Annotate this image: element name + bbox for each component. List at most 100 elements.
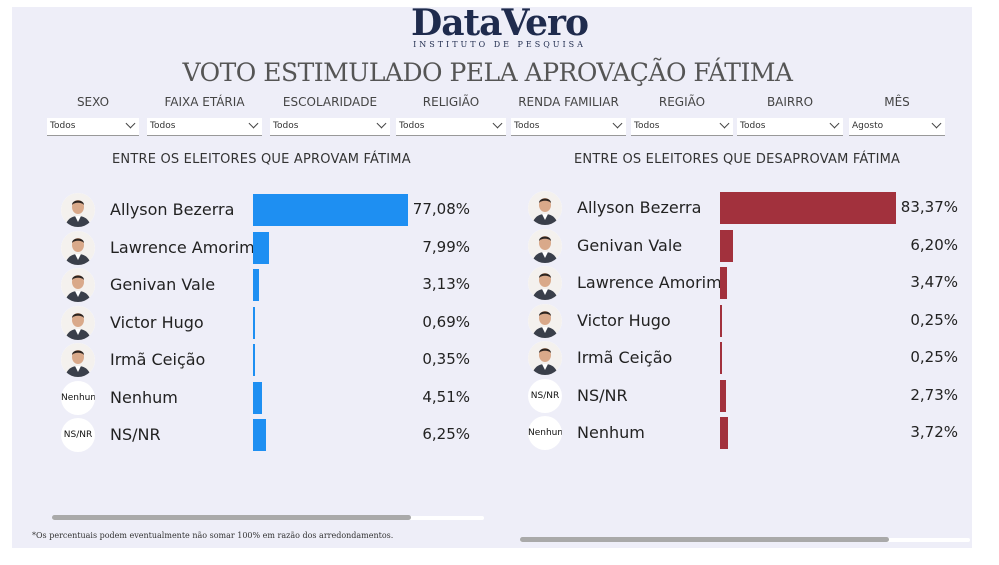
filter-label-bairro: BAIRRO	[766, 95, 814, 109]
candidate-avatar	[61, 230, 95, 265]
candidate-avatar	[61, 193, 95, 227]
candidate-percent: 3,13%	[422, 275, 470, 293]
candidate-percent: 0,25%	[910, 310, 958, 329]
candidate-name: Lawrence Amorim	[577, 273, 722, 292]
approve-scrollbar-thumb[interactable]	[52, 515, 411, 520]
candidate-percent: 83,37%	[900, 198, 958, 216]
candidate-avatar	[528, 341, 562, 375]
candidate-percent: 2,73%	[910, 385, 958, 404]
candidate-name: Victor Hugo	[110, 312, 204, 332]
filter-dropdown-mes[interactable]: Agosto	[849, 118, 945, 136]
filter-value: Todos	[740, 121, 766, 131]
candidate-bar[interactable]	[720, 342, 722, 374]
chevron-down-icon	[376, 118, 387, 129]
candidate-avatar	[61, 343, 95, 377]
chevron-down-icon	[612, 118, 623, 129]
disapprove-scrollbar-thumb[interactable]	[520, 537, 889, 542]
filter-dropdown-faixa-etaria[interactable]: Todos	[147, 118, 262, 136]
candidate-avatar	[528, 191, 562, 225]
logo-wordmark: DataVero	[410, 2, 589, 44]
candidate-name: Irmã Ceição	[110, 350, 206, 369]
filter-dropdown-regiao[interactable]: Todos	[631, 118, 733, 136]
filter-value: Agosto	[852, 121, 884, 131]
candidate-percent: 77,08%	[412, 200, 470, 218]
candidate-percent: 0,25%	[910, 348, 958, 366]
candidate-name: Victor Hugo	[577, 310, 671, 330]
candidate-percent: 3,72%	[910, 423, 958, 441]
chevron-down-icon	[829, 118, 840, 129]
candidate-bar[interactable]	[253, 269, 260, 301]
candidate-bar[interactable]	[720, 192, 896, 224]
candidate-bar[interactable]	[253, 306, 255, 339]
candidate-avatar	[61, 268, 95, 302]
filter-dropdown-religiao[interactable]: Todos	[396, 118, 506, 136]
report-background	[12, 7, 972, 548]
chevron-down-icon	[125, 118, 136, 129]
filter-label-faixa-etaria: FAIXA ETÁRIA	[164, 95, 245, 109]
candidate-percent: 0,69%	[422, 312, 470, 331]
datavero-logo: DataVero INSTITUTO DE PESQUISA	[0, 4, 999, 50]
filter-value: Todos	[273, 121, 299, 131]
disapprove-section-title: ENTRE OS ELEITORES QUE DESAPROVAM FÁTIMA	[574, 152, 901, 167]
candidate-name: Nenhum	[577, 423, 645, 442]
candidate-avatar	[528, 228, 562, 263]
candidate-avatar	[61, 305, 95, 340]
candidate-name: Allyson Bezerra	[110, 200, 235, 219]
candidate-bar[interactable]	[720, 304, 722, 337]
filter-dropdown-bairro[interactable]: Todos	[737, 118, 843, 136]
candidate-avatar	[528, 266, 562, 300]
filter-label-regiao: REGIÃO	[658, 95, 706, 109]
candidate-bar[interactable]	[253, 231, 270, 264]
avatar-placeholder: Nenhum	[528, 416, 562, 450]
filter-value: Todos	[150, 121, 176, 131]
candidate-name: Lawrence Amorim	[110, 237, 255, 257]
report-title: VOTO ESTIMULADO PELA APROVAÇÃO FÁTIMA	[182, 58, 794, 87]
candidate-percent: 0,35%	[422, 350, 470, 368]
avatar-label: NS/NR	[530, 390, 560, 401]
candidate-percent: 6,20%	[910, 235, 958, 254]
candidate-name: Genivan Vale	[577, 235, 683, 255]
avatar-label: Nenhum	[61, 392, 95, 403]
candidate-percent: 4,51%	[422, 387, 470, 406]
candidate-bar[interactable]	[253, 194, 408, 226]
candidate-percent: 7,99%	[422, 237, 470, 256]
candidate-name: NS/NR	[110, 425, 161, 444]
candidate-name: Irmã Ceição	[577, 348, 673, 367]
avatar-placeholder: NS/NR	[528, 378, 562, 413]
candidate-percent: 6,25%	[422, 425, 470, 443]
avatar-label: NS/NR	[63, 430, 93, 440]
candidate-name: NS/NR	[577, 385, 628, 405]
avatar-placeholder: NS/NR	[61, 418, 95, 452]
filter-label-escolaridade: ESCOLARIDADE	[282, 95, 378, 109]
filter-value: Todos	[634, 121, 660, 131]
filter-dropdown-escolaridade[interactable]: Todos	[270, 118, 390, 136]
candidate-bar[interactable]	[720, 229, 734, 262]
candidate-name: Allyson Bezerra	[577, 198, 702, 217]
filter-dropdown-renda-familiar[interactable]: Todos	[511, 118, 626, 136]
candidate-bar[interactable]	[720, 417, 728, 449]
chevron-down-icon	[492, 118, 503, 129]
chevron-down-icon	[931, 118, 942, 129]
candidate-percent: 3,47%	[910, 273, 958, 291]
chevron-down-icon	[248, 118, 259, 129]
candidate-name: Genivan Vale	[110, 275, 216, 294]
candidate-bar[interactable]	[253, 419, 266, 451]
candidate-bar[interactable]	[253, 344, 255, 376]
filter-label-renda-familiar: RENDA FAMILIAR	[518, 95, 619, 109]
approve-section-title: ENTRE OS ELEITORES QUE APROVAM FÁTIMA	[112, 152, 411, 167]
chevron-down-icon	[719, 118, 730, 129]
filter-label-sexo: SEXO	[76, 95, 110, 109]
candidate-bar[interactable]	[253, 381, 263, 414]
filter-label-mes: MÊS	[884, 95, 910, 109]
candidate-name: Nenhum	[110, 387, 178, 407]
filter-label-religiao: RELIGIÃO	[422, 95, 480, 109]
avatar-placeholder: Nenhum	[61, 380, 95, 415]
avatar-label: Nenhum	[528, 428, 562, 438]
filter-value: Todos	[50, 121, 76, 131]
candidate-bar[interactable]	[720, 267, 728, 299]
filter-value: Todos	[514, 121, 540, 131]
filter-dropdown-sexo[interactable]: Todos	[47, 118, 139, 136]
candidate-avatar	[528, 303, 562, 338]
candidate-bar[interactable]	[720, 379, 726, 412]
footnote: *Os percentuais podem eventualmente não …	[32, 531, 394, 540]
